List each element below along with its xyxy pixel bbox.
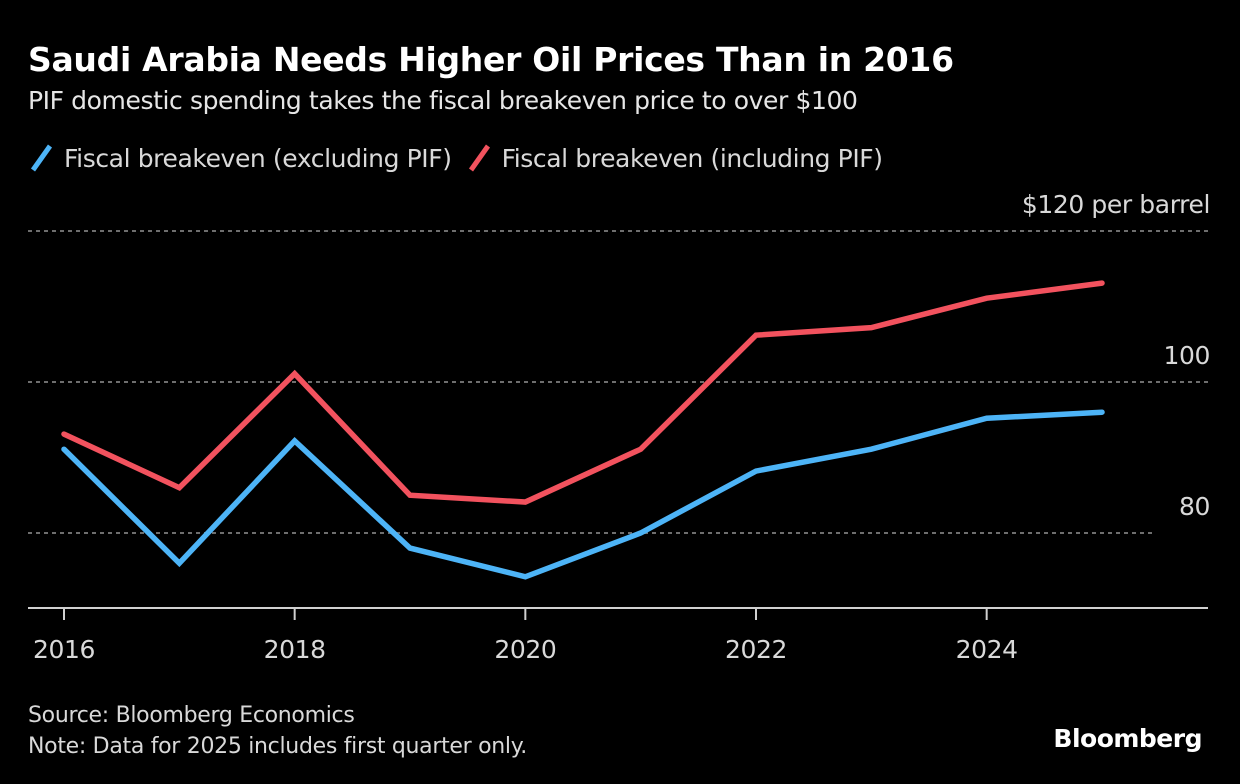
legend-label: Fiscal breakeven (excluding PIF) (64, 143, 452, 173)
x-tick-label-2024: 2024 (956, 635, 1018, 664)
data-note: Note: Data for 2025 includes first quart… (28, 734, 528, 759)
x-axis: 2016 2018 2020 2022 2024 (28, 607, 1208, 664)
x-tick-label-2020: 2020 (494, 635, 556, 664)
source-note: Source: Bloomberg Economics (28, 703, 355, 728)
y-tick-label-120: $120 per barrel (1022, 190, 1210, 219)
bloomberg-logo: Bloomberg (1053, 724, 1202, 753)
gridlines (28, 230, 1208, 534)
legend-label: Fiscal breakeven (including PIF) (501, 143, 883, 173)
legend: Fiscal breakeven (excluding PIF) Fiscal … (28, 142, 897, 174)
chart-subtitle: PIF domestic spending takes the fiscal b… (28, 86, 858, 115)
y-tick-label-100: 100 (1163, 341, 1210, 370)
x-tick-label-2022: 2022 (725, 635, 787, 664)
legend-item-excluding-pif: Fiscal breakeven (excluding PIF) (28, 142, 452, 174)
series-line-excluding-pif (61, 409, 1105, 580)
chart-title: Saudi Arabia Needs Higher Oil Prices Tha… (28, 40, 954, 79)
series-lines (61, 280, 1105, 580)
x-tick-label-2018: 2018 (264, 635, 326, 664)
legend-swatch-red-icon (468, 144, 490, 172)
y-axis-labels: 80 100 $120 per barrel (1022, 190, 1211, 521)
legend-item-including-pif: Fiscal breakeven (including PIF) (466, 142, 883, 174)
y-tick-label-80: 80 (1179, 492, 1210, 521)
footer: Source: Bloomberg Economics Note: Data f… (28, 700, 527, 762)
legend-swatch-blue-icon (30, 144, 53, 172)
series-line-including-pif (61, 280, 1105, 505)
x-tick-label-2016: 2016 (33, 635, 95, 664)
